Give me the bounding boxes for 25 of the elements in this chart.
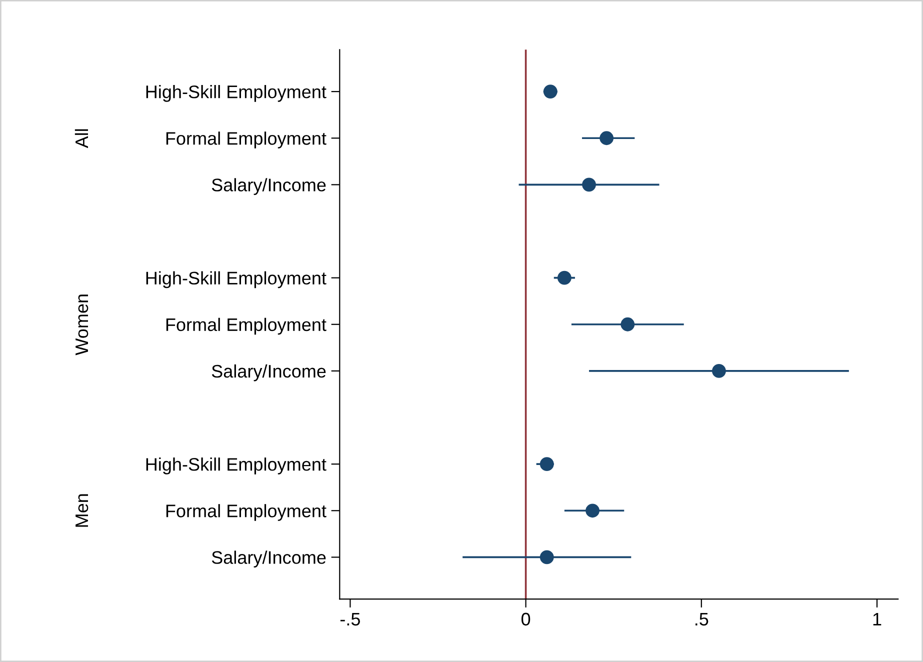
x-tick-label: -.5 xyxy=(340,612,360,626)
point xyxy=(586,504,600,518)
y-tick-label: Formal Employment xyxy=(166,318,326,335)
x-tick-label: .5 xyxy=(696,612,708,626)
y-tick-label: Salary/Income xyxy=(212,178,326,195)
y-tick-label: High-Skill Employment xyxy=(146,271,326,288)
text: Men xyxy=(76,494,88,527)
point xyxy=(540,457,554,472)
x-tick-label: 1 xyxy=(873,612,882,626)
text: Women xyxy=(76,294,88,356)
y-tick-label: High-Skill Employment xyxy=(146,85,326,102)
y-tick-label: Salary/Income xyxy=(212,364,326,382)
text: All xyxy=(74,129,88,148)
point xyxy=(582,178,596,192)
y-tick-label: Formal Employment xyxy=(166,504,326,521)
y-tick-label: Salary/Income xyxy=(212,550,326,568)
point xyxy=(712,364,726,378)
point xyxy=(540,550,554,564)
y-tick-label: High-Skill Employment xyxy=(146,458,326,474)
point xyxy=(620,317,635,332)
point xyxy=(557,270,572,285)
point xyxy=(543,84,558,99)
x-tick-label: 0 xyxy=(521,612,530,626)
point xyxy=(600,131,614,146)
y-tick-label: Formal Employment xyxy=(166,132,326,148)
